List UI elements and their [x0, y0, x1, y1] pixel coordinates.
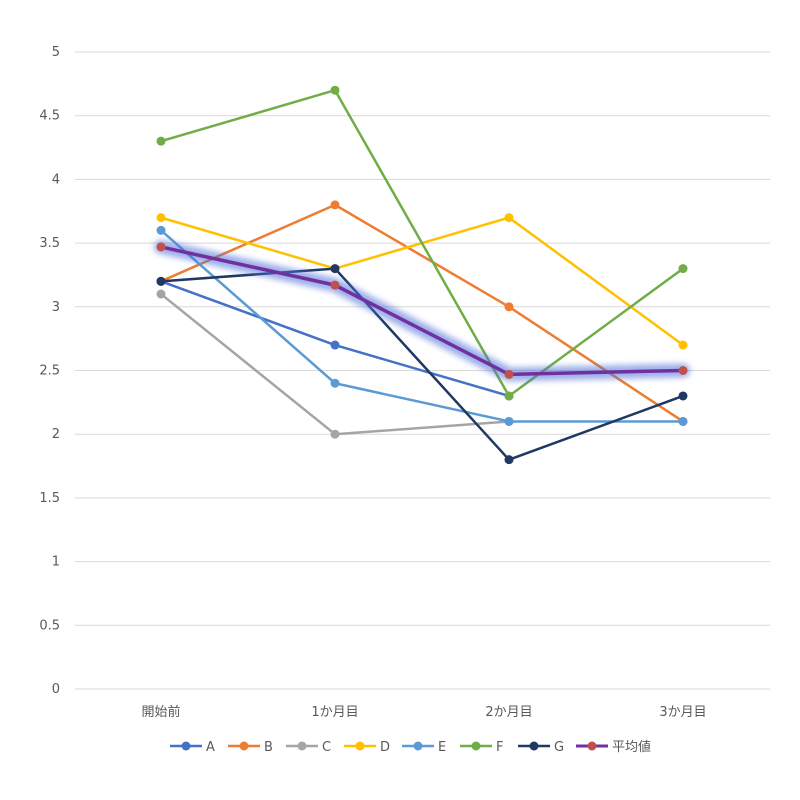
- y-tick-label: 0.5: [39, 618, 60, 633]
- y-tick-label: 0: [52, 682, 60, 697]
- series-平均値: [154, 239, 690, 382]
- legend-label: E: [438, 740, 446, 755]
- data-point: [156, 225, 166, 235]
- legend-label: D: [380, 740, 390, 755]
- data-point: [330, 200, 340, 210]
- data-point: [156, 289, 166, 299]
- y-tick-label: 3: [52, 300, 60, 315]
- y-tick-label: 2.5: [39, 364, 60, 379]
- x-axis: 開始前 1か月目 2か月目 3か月目: [141, 704, 706, 720]
- data-point: [330, 280, 340, 290]
- legend-marker: [181, 741, 191, 751]
- data-point: [678, 366, 688, 375]
- legend-marker: [587, 741, 597, 751]
- legend-label: 平均値: [612, 739, 651, 755]
- data-point: [504, 416, 514, 426]
- x-tick-label: 開始前: [141, 704, 180, 720]
- series-E: [156, 225, 688, 426]
- series-group: [154, 85, 690, 465]
- series-B: [156, 200, 688, 426]
- legend-item-G: G: [518, 740, 564, 755]
- legend-item-B: B: [228, 740, 273, 755]
- y-tick-label: 4: [52, 172, 60, 187]
- data-point: [504, 391, 514, 401]
- legend-item-A: A: [170, 740, 215, 755]
- legend-marker: [297, 741, 307, 751]
- legend-marker: [471, 741, 481, 751]
- y-tick-label: 3.5: [39, 236, 60, 251]
- legend-label: F: [496, 740, 503, 755]
- series-line: [160, 229, 683, 423]
- data-point: [156, 213, 166, 223]
- legend-item-E: E: [402, 740, 446, 755]
- y-axis: 0 0.5 1 1.5 2 2.5 3 3.5 4 4.5 5: [39, 45, 60, 697]
- legend-label: A: [206, 740, 215, 755]
- legend-marker: [355, 741, 365, 751]
- y-tick-label: 4.5: [39, 109, 60, 124]
- series-line: [160, 267, 684, 461]
- legend-label: B: [264, 740, 273, 755]
- data-point: [330, 378, 340, 388]
- x-tick-label: 2か月目: [485, 705, 532, 720]
- y-tick-label: 1: [52, 555, 60, 570]
- data-point: [504, 455, 514, 465]
- data-point: [330, 340, 340, 350]
- data-point: [156, 136, 166, 146]
- x-tick-label: 3か月目: [659, 705, 706, 720]
- data-point: [678, 416, 688, 426]
- data-point: [504, 302, 514, 312]
- legend: A B C D E F G 平均値: [170, 739, 651, 755]
- legend-marker: [413, 741, 423, 751]
- data-point: [678, 340, 688, 350]
- data-point: [678, 391, 688, 401]
- x-tick-label: 1か月目: [311, 705, 358, 720]
- y-tick-label: 1.5: [39, 491, 60, 506]
- data-point: [330, 429, 340, 439]
- legend-item-C: C: [286, 740, 331, 755]
- legend-label: G: [554, 740, 564, 755]
- series-G: [156, 264, 688, 465]
- data-point: [330, 264, 340, 274]
- data-point: [156, 276, 166, 286]
- data-point: [504, 369, 514, 379]
- series-line: [160, 88, 684, 398]
- series-line: [160, 245, 684, 377]
- legend-marker: [239, 741, 249, 751]
- y-tick-label: 5: [52, 45, 60, 60]
- data-point: [330, 85, 340, 95]
- y-tick-label: 2: [52, 427, 60, 442]
- legend-item-平均値: 平均値: [576, 739, 651, 755]
- legend-item-D: D: [344, 740, 390, 755]
- data-point: [504, 213, 514, 223]
- series-line: [160, 293, 510, 436]
- legend-label: C: [322, 740, 331, 755]
- legend-item-F: F: [460, 740, 503, 755]
- data-point: [678, 264, 688, 274]
- series-F: [156, 85, 688, 401]
- data-point: [156, 242, 166, 252]
- series-line: [160, 203, 684, 423]
- legend-marker: [529, 741, 539, 751]
